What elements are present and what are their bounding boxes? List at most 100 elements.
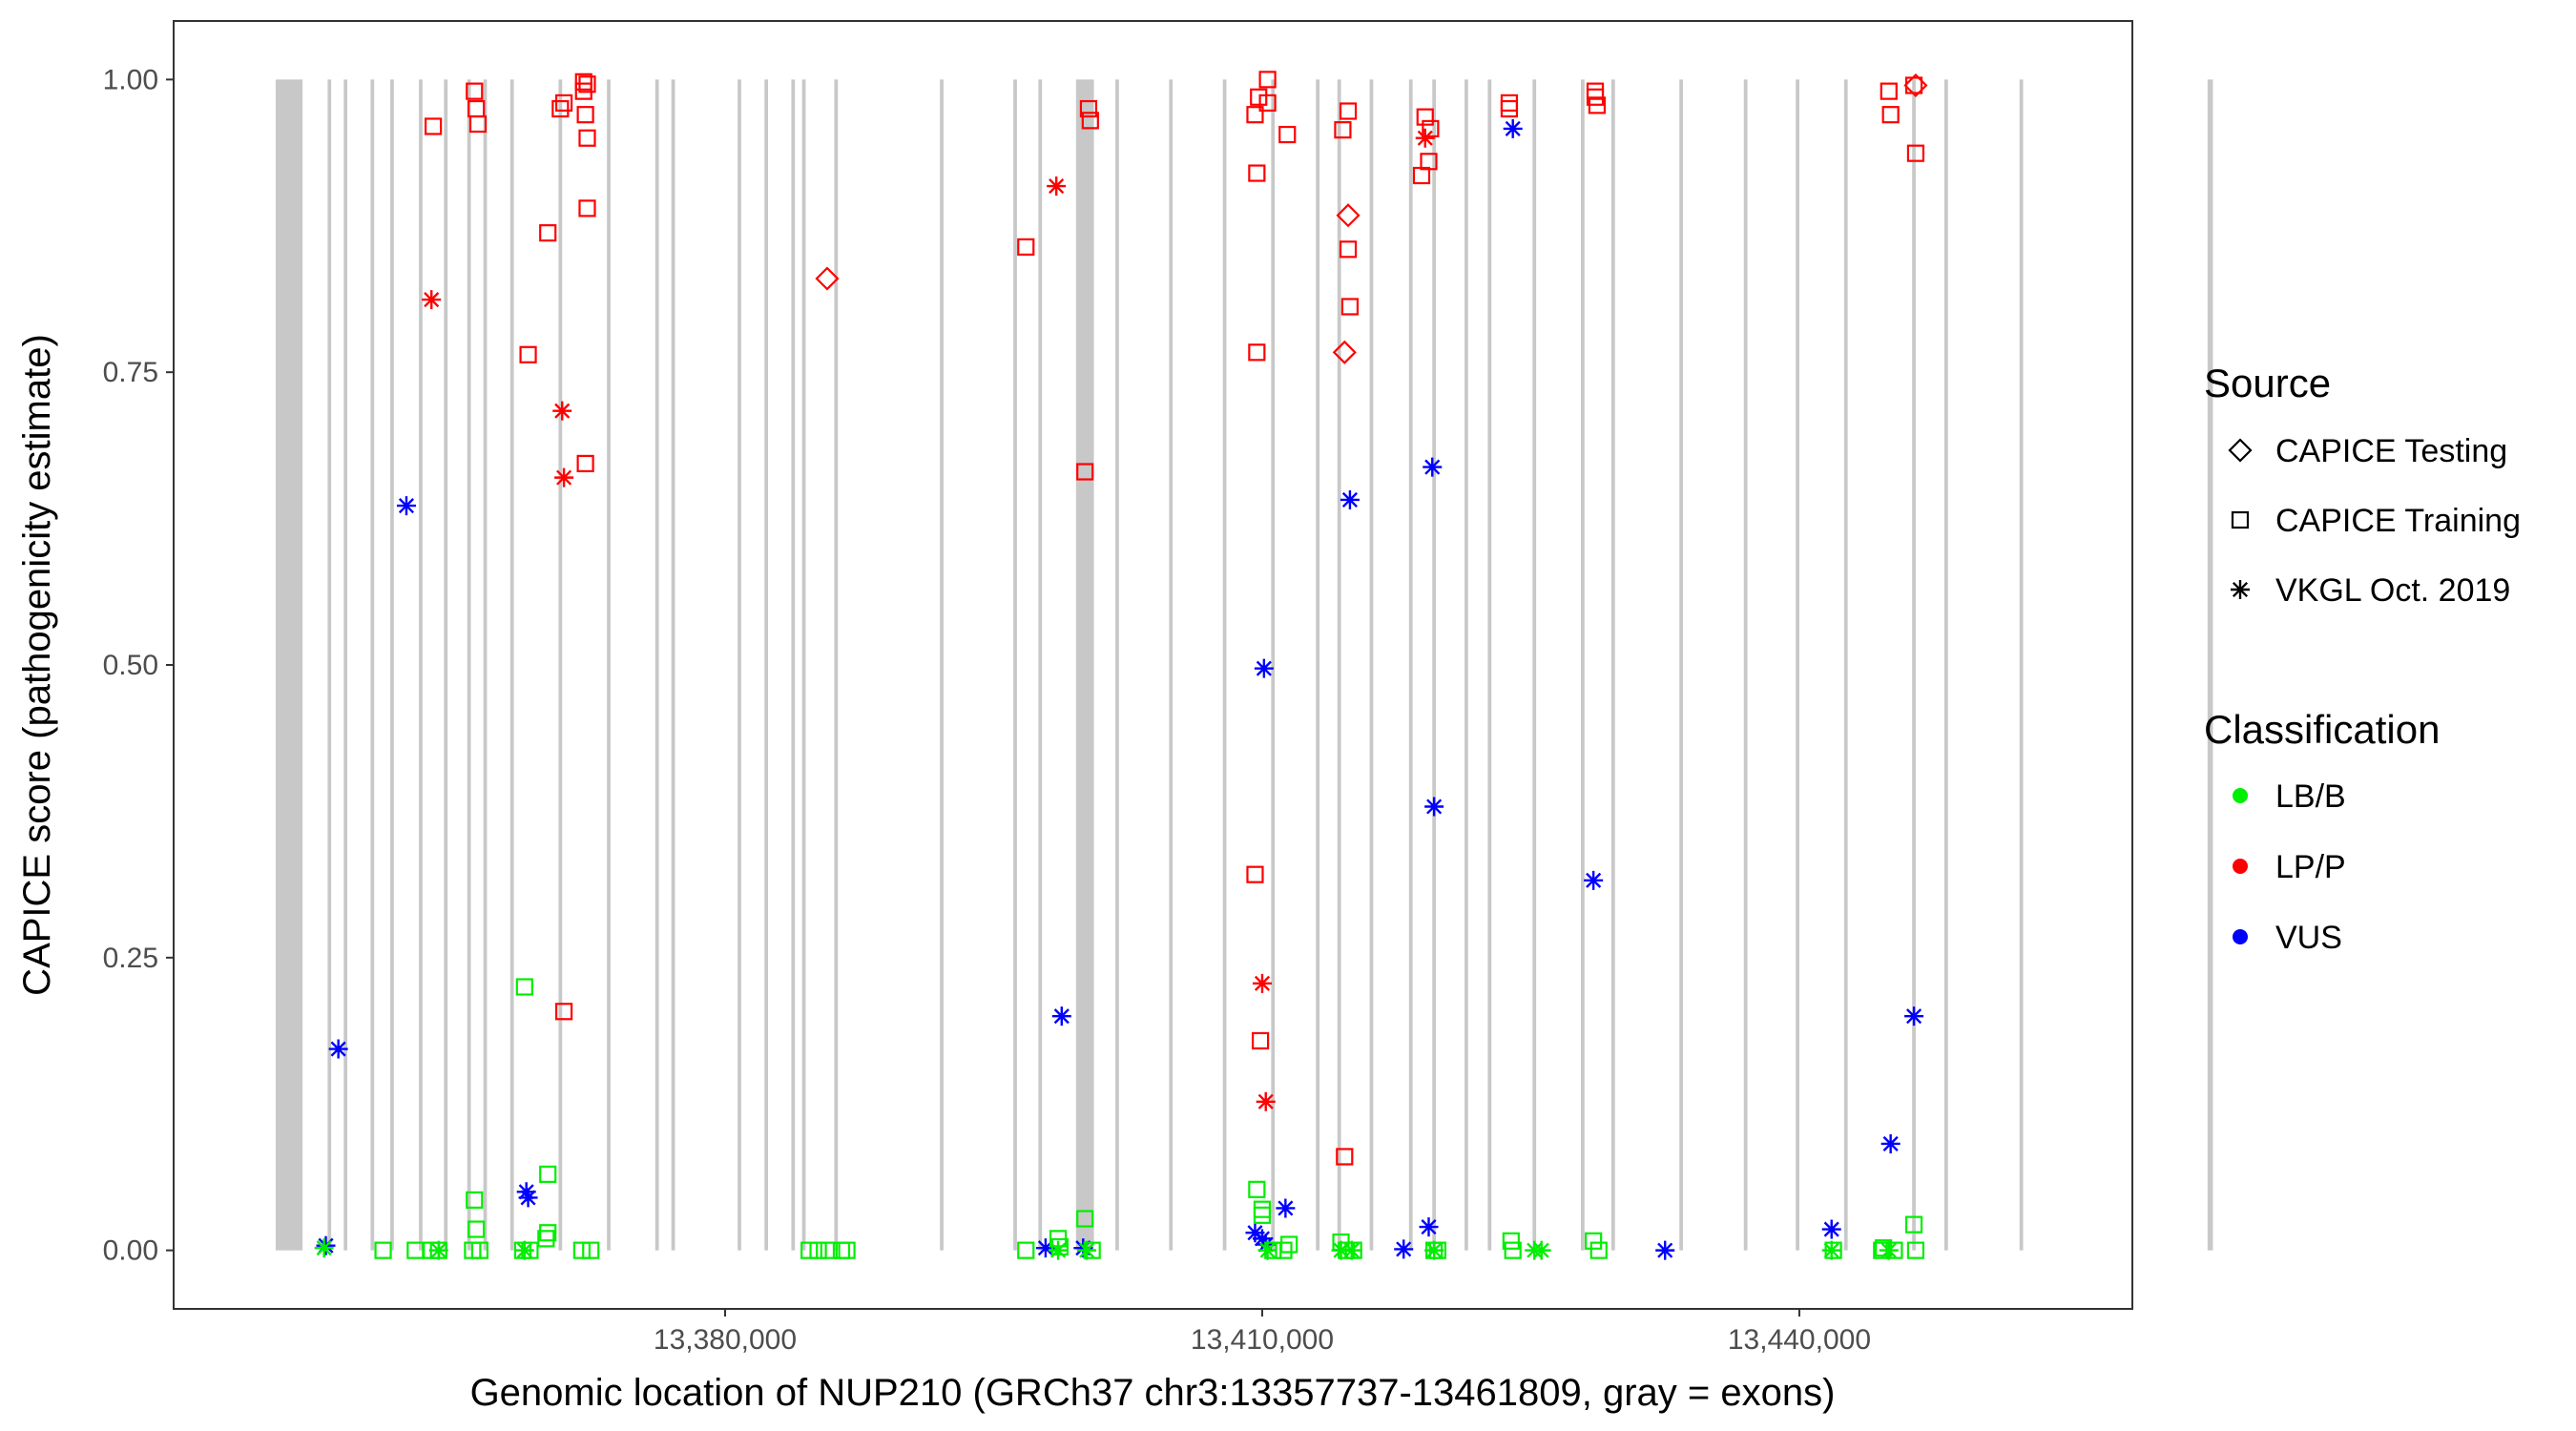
data-point: [574, 73, 592, 91]
data-point: [1336, 203, 1361, 228]
data-point: [1081, 112, 1099, 130]
exon-band: [2207, 79, 2213, 1251]
exon-band: [1743, 79, 1748, 1251]
data-point: [1881, 106, 1900, 124]
exon-band: [764, 79, 769, 1251]
data-point: [1585, 1232, 1603, 1250]
data-point: [1584, 870, 1604, 890]
data-point: [1278, 125, 1297, 144]
data-point: [554, 467, 574, 487]
y-axis-title: CAPICE score (pathogenicity estimate): [16, 334, 58, 996]
legend-classification-title: Classification: [2204, 707, 2440, 752]
data-point: [537, 1230, 555, 1248]
data-point: [552, 401, 572, 421]
data-point: [1655, 1240, 1675, 1260]
exon-band: [1337, 79, 1341, 1251]
legend-source-key: [2228, 438, 2253, 463]
data-point: [466, 1191, 484, 1209]
y-tick-label: 1.00: [103, 64, 158, 95]
data-point: [1880, 1133, 1901, 1153]
exon-band: [801, 79, 806, 1251]
data-point: [1334, 121, 1352, 139]
legend: Source CAPICE Testing CAPICE Training VKGL…: [2204, 361, 2521, 956]
data-point: [1531, 1240, 1551, 1260]
legend-classification-key: [2233, 859, 2248, 874]
data-point: [1280, 1235, 1298, 1254]
data-point: [551, 99, 570, 118]
data-point: [1589, 1241, 1608, 1259]
data-point: [1050, 1237, 1070, 1256]
exon-band: [2019, 79, 2024, 1251]
data-point: [1424, 797, 1444, 817]
data-point: [1424, 1240, 1444, 1260]
data-point: [1904, 1006, 1924, 1027]
data-point: [809, 1241, 827, 1259]
data-point: [467, 1220, 486, 1238]
exon-band: [791, 79, 796, 1251]
legend-source-title: Source: [2204, 361, 2331, 405]
data-point: [1252, 973, 1272, 993]
exon-band: [1487, 79, 1492, 1251]
exon-band: [1408, 79, 1413, 1251]
exon-band: [370, 79, 375, 1251]
data-point: [519, 345, 537, 363]
legend-source-label: VKGL Oct. 2019: [2275, 572, 2510, 609]
exon-bands: [275, 79, 2213, 1251]
legend-source-label: CAPICE Testing: [2275, 433, 2507, 469]
data-point: [425, 117, 443, 135]
data-point: [1336, 1148, 1354, 1166]
series-vkgl-oct-2019-lb-b: [314, 1238, 1899, 1260]
data-point: [1257, 1240, 1278, 1260]
exon-band: [654, 79, 659, 1251]
y-tick-label: 0.25: [103, 943, 158, 974]
exon-band: [607, 79, 611, 1251]
x-tick-label: 13,440,000: [1728, 1324, 1871, 1356]
data-point: [1339, 102, 1358, 120]
data-point: [582, 1241, 600, 1259]
y-tick-label: 0.00: [103, 1235, 158, 1267]
exon-band: [275, 79, 303, 1251]
data-point: [314, 1238, 334, 1258]
data-point: [1821, 1240, 1841, 1260]
legend-source-label: CAPICE Training: [2275, 503, 2521, 539]
data-point: [1076, 1210, 1094, 1228]
exon-band: [940, 79, 944, 1251]
exon-band: [737, 79, 741, 1251]
data-point: [1415, 128, 1435, 148]
exon-band: [1115, 79, 1119, 1251]
data-point: [1906, 1241, 1925, 1259]
data-point: [539, 224, 557, 242]
exon-band: [1943, 79, 1948, 1251]
exon-band: [834, 79, 839, 1251]
exon-band: [509, 79, 514, 1251]
data-point: [1394, 1239, 1414, 1259]
data-point: [574, 82, 592, 100]
data-point: [1258, 71, 1277, 89]
data-point: [470, 1241, 488, 1259]
data-point: [1500, 99, 1519, 118]
data-point: [1340, 298, 1360, 316]
data-point: [1246, 865, 1264, 883]
exon-band: [1912, 79, 1916, 1251]
exon-band: [1679, 79, 1683, 1251]
series-vkgl-oct-2019-lp-p: [422, 128, 1435, 1111]
data-point: [1051, 1006, 1071, 1027]
data-point: [514, 1240, 534, 1260]
data-point: [518, 1188, 538, 1208]
exon-band: [1610, 79, 1615, 1251]
data-point: [838, 1241, 856, 1259]
legend-classification-label: LP/P: [2275, 849, 2346, 885]
exon-band: [444, 79, 448, 1251]
data-point: [1246, 106, 1264, 124]
exon-band: [1271, 79, 1276, 1251]
data-point: [578, 129, 596, 147]
data-point: [1258, 93, 1277, 113]
exon-band: [1169, 79, 1174, 1251]
exon-band: [419, 79, 423, 1251]
data-point: [1252, 1229, 1272, 1249]
data-point: [516, 1182, 536, 1202]
data-point: [1276, 1198, 1296, 1218]
exon-band: [1369, 79, 1374, 1251]
